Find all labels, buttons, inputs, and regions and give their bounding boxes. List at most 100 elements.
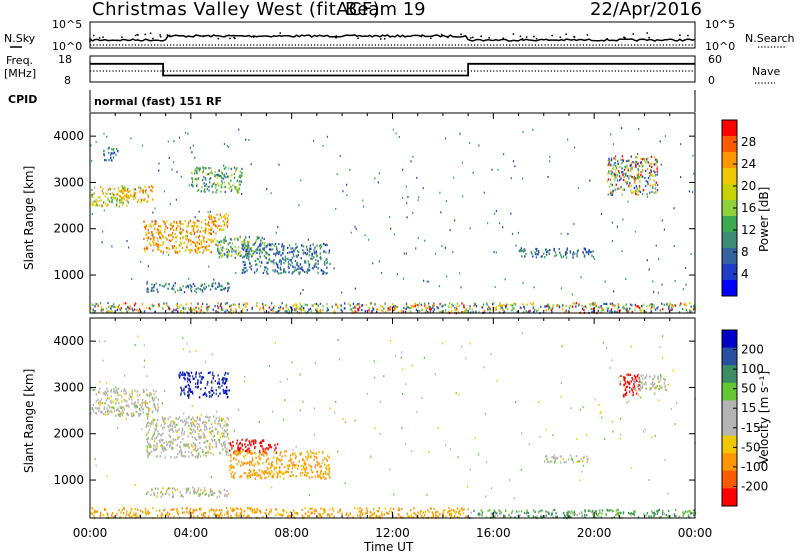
sparse-cell [130,137,132,140]
data-cell [201,378,203,381]
data-cell [308,308,310,311]
data-cell [99,403,101,407]
data-cell [162,419,164,422]
data-cell [216,226,218,229]
data-cell [643,159,646,162]
data-cell [631,304,633,307]
data-cell [184,455,187,458]
data-cell [166,247,168,250]
data-cell [450,309,453,313]
data-cell [213,415,215,418]
data-cell [268,462,270,466]
data-cell [239,449,241,452]
data-cell [271,475,273,478]
data-cell [127,308,130,311]
data-cell [227,175,229,178]
data-cell [197,379,199,382]
data-cell [113,151,116,154]
data-cell [184,393,186,396]
sparse-cell [305,253,307,256]
data-cell [487,308,489,311]
data-cell [220,417,223,420]
data-cell [551,513,553,516]
data-cell [285,306,288,309]
data-cell [572,256,574,259]
sparse-cell [346,183,348,186]
data-cell [144,510,147,513]
data-cell [265,257,267,260]
data-cell [122,201,124,204]
sparse-cell [173,140,175,143]
data-cell [318,451,320,454]
data-cell [206,440,209,443]
data-cell [630,167,632,170]
sparse-cell [372,262,374,265]
data-cell [304,507,306,510]
data-cell [261,242,264,245]
data-cell [231,174,233,177]
data-cell [91,193,94,196]
data-cell [639,161,642,164]
sparse-cell [171,168,173,171]
data-cell [433,308,435,311]
data-cell [238,187,241,190]
nsky-point [502,37,505,40]
sparse-cell [126,240,128,243]
data-cell [251,307,253,310]
data-cell [108,397,110,400]
data-cell [95,198,97,202]
data-cell [546,305,548,308]
data-cell [597,513,600,516]
data-cell [641,165,644,168]
data-cell [162,220,164,223]
data-cell [206,427,208,431]
data-cell [321,477,323,480]
data-cell [619,179,621,182]
data-cell [371,309,373,312]
sparse-cell [469,342,471,345]
data-cell [272,456,275,459]
data-cell [186,511,188,514]
data-cell [104,413,107,416]
data-cell [662,308,664,311]
data-cell [265,513,268,516]
data-cell [199,250,201,253]
data-cell [623,376,625,379]
sparse-cell [373,360,375,363]
data-cell [311,451,313,454]
data-cell [184,443,186,446]
data-cell [179,220,181,223]
sparse-cell [341,291,343,294]
data-cell [253,271,256,274]
data-cell [194,446,196,450]
data-cell [266,270,268,273]
data-cell [644,311,646,314]
data-cell [650,170,653,173]
data-cell [628,373,630,376]
data-cell [292,452,294,455]
data-cell [154,310,156,313]
data-cell [234,250,237,253]
nsky-point [202,35,205,38]
data-cell [632,380,635,383]
data-cell [158,225,160,228]
data-cell [201,375,203,379]
data-cell [240,446,242,449]
sparse-cell [405,185,407,188]
data-cell [689,302,691,305]
nsky-point [159,33,162,36]
data-cell [193,419,196,422]
data-cell [118,509,120,512]
data-cell [394,305,397,308]
sparse-cell [355,227,357,230]
sparse-cell [653,291,655,294]
data-cell [627,511,630,515]
data-cell [204,415,207,419]
data-cell [608,157,610,160]
data-cell [168,234,170,237]
data-cell [196,247,198,250]
data-cell [410,513,413,516]
sparse-cell [117,427,119,429]
data-cell [177,510,179,513]
data-cell [153,405,155,408]
